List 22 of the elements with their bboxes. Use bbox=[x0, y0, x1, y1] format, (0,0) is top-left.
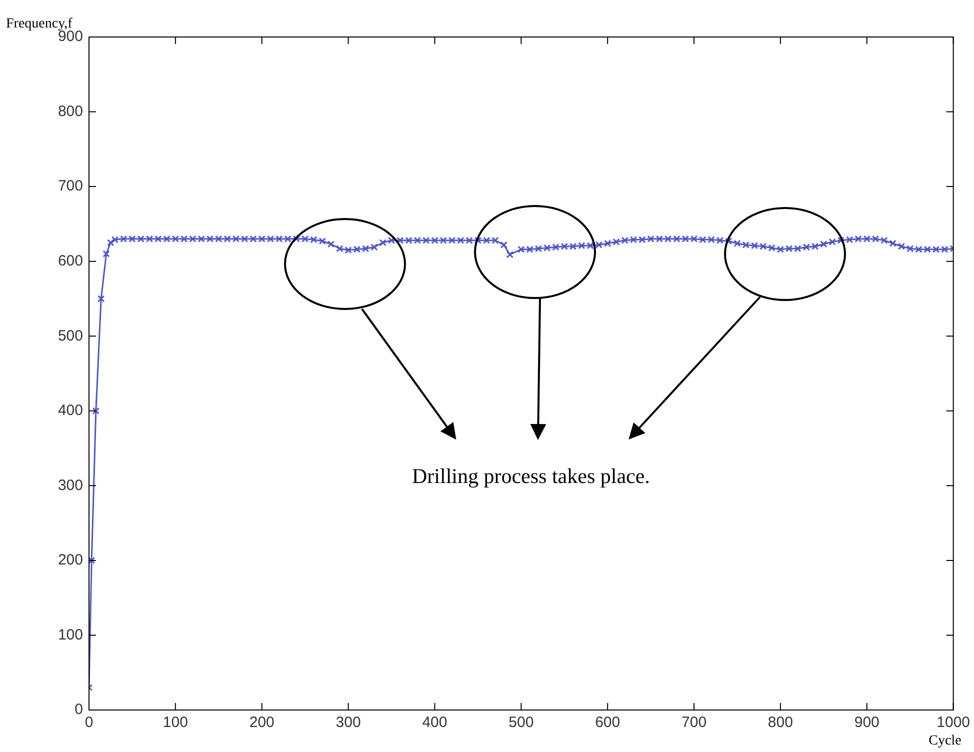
annotation: Drilling process takes place. bbox=[412, 464, 650, 489]
x-tick-label: 500 bbox=[508, 714, 534, 732]
y-tick-label: 700 bbox=[58, 178, 83, 195]
x-tick-label: 800 bbox=[768, 714, 793, 732]
y-tick-label: 200 bbox=[58, 552, 83, 569]
y-axis-title: Frequency,f bbox=[6, 16, 73, 32]
x-tick-label: 200 bbox=[249, 714, 274, 732]
y-tick-label: 400 bbox=[58, 402, 83, 420]
y-tick-label: 800 bbox=[58, 102, 83, 120]
x-axis-title: Cycle bbox=[928, 734, 962, 749]
x-tick-label: 400 bbox=[422, 714, 448, 732]
y-tick-label: 300 bbox=[58, 476, 83, 494]
x-tick-label: 1000 bbox=[936, 714, 970, 732]
y-tick-label: 0 bbox=[74, 701, 83, 718]
x-tick-label: 700 bbox=[682, 714, 707, 732]
x-tick-label: 600 bbox=[595, 714, 620, 732]
y-tick-label: 600 bbox=[58, 252, 83, 270]
y-tick-label: 100 bbox=[58, 626, 83, 644]
x-tick-label: 900 bbox=[854, 714, 880, 732]
x-tick-label: 300 bbox=[336, 714, 361, 732]
y-tick-label: 500 bbox=[58, 327, 83, 344]
x-tick-label: 100 bbox=[162, 714, 188, 732]
